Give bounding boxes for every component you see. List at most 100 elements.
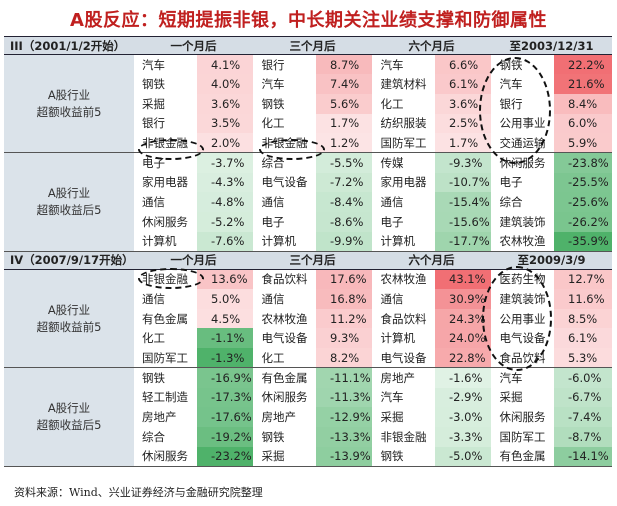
excess-return-value: -13.9%	[316, 446, 372, 467]
excess-return-value: -17.3%	[197, 387, 253, 408]
industry-name: 公用事业	[490, 308, 554, 329]
industry-name: 休闲服务	[134, 446, 197, 467]
industry-name: 建筑装饰	[490, 289, 554, 309]
industry-name: 化工	[371, 93, 435, 114]
excess-return-value: 16.8%	[316, 289, 372, 309]
excess-return-value: -8.7%	[554, 426, 613, 447]
table-row: 家用电器 -4.3% 电气设备 -7.2% 家用电器 -10.7% 电子 -25.5%	[4, 172, 613, 193]
industry-name: 钢铁	[252, 93, 316, 114]
industry-name: 非银金融	[142, 272, 188, 287]
industry-name: 综合	[252, 152, 316, 173]
excess-return-value: -25.6%	[554, 192, 613, 212]
industry-name: 国防军工	[490, 426, 554, 447]
industry-name: 采掘	[252, 446, 316, 467]
industry-name: 食品饮料	[490, 348, 554, 369]
excess-return-value: -3.7%	[197, 152, 253, 173]
excess-return-value: -11.3%	[316, 387, 372, 408]
industry-name: 纺织服装	[371, 113, 435, 134]
table-row: 通信 -4.8% 通信 -8.4% 通信 -15.4% 综合 -25.6%	[4, 192, 613, 212]
excess-return-value: 2.0%	[197, 133, 253, 154]
industry-name: 轻工制造	[142, 390, 188, 405]
excess-return-value: -17.7%	[435, 231, 491, 252]
excess-return-value: 11.2%	[316, 308, 372, 329]
excess-return-value: -8.6%	[316, 212, 372, 232]
industry-name: 通信	[142, 291, 165, 306]
industry-name: 电子	[490, 172, 554, 193]
industry-name: 交通运输	[490, 133, 554, 154]
excess-return-value: -10.7%	[435, 172, 491, 193]
industry-name: 休闲服务	[252, 387, 316, 408]
industry-name: 电子	[371, 212, 435, 232]
period-header: 一个月后	[134, 250, 253, 270]
excess-return-value: 4.0%	[197, 74, 253, 94]
excess-return-value: -3.0%	[435, 407, 491, 427]
industry-name: 汽车	[490, 367, 554, 388]
excess-return-value: -5.2%	[197, 212, 253, 232]
excess-return-value: 8.4%	[554, 93, 613, 114]
excess-return-value: -25.5%	[554, 172, 613, 193]
industry-name: 综合	[490, 192, 554, 212]
excess-return-value: 2.5%	[435, 113, 491, 134]
excess-return-value: -5.5%	[316, 152, 372, 173]
excess-return-value: -1.1%	[197, 328, 253, 349]
industry-name: 电子	[142, 156, 165, 171]
excess-return-value: 7.4%	[316, 74, 372, 94]
industry-name: 电子	[252, 212, 316, 232]
industry-name: 汽车	[371, 54, 435, 75]
excess-return-value: -15.6%	[435, 212, 491, 232]
industry-name: 计算机	[134, 231, 197, 252]
table-row: 化工 -1.1% 电气设备 9.3% 计算机 24.0% 电气设备 6.1%	[4, 328, 613, 349]
industry-name: 计算机	[371, 328, 435, 349]
excess-return-value: -9.9%	[316, 231, 372, 252]
excess-return-value: 1.7%	[435, 133, 491, 154]
industry-name: 采掘	[142, 96, 165, 111]
industry-name: 休闲服务	[490, 152, 554, 173]
industry-name: 通信	[142, 195, 165, 210]
excess-return-value: -13.3%	[316, 426, 372, 447]
industry-name: 汽车	[490, 74, 554, 94]
industry-name: 化工	[252, 348, 316, 369]
excess-return-value: 1.2%	[316, 133, 372, 154]
excess-return-value: -1.3%	[197, 348, 253, 369]
industry-name: 银行	[490, 93, 554, 114]
table-row: 房地产 -17.6% 房地产 -12.9% 采掘 -3.0% 休闲服务 -7.4%	[4, 407, 613, 427]
industry-name: 电气设备	[490, 328, 554, 349]
excess-return-value: 22.2%	[554, 54, 613, 75]
source-note: 资料来源：Wind、兴业证券经济与金融研究院整理	[14, 486, 263, 499]
excess-return-value: 30.9%	[435, 289, 491, 309]
group-label: A股行业 超额收益前5	[4, 269, 134, 369]
table-row: A股行业 超额收益前5 汽车 4.1% 银行 8.7% 汽车 6.6% 钢铁 22.2%	[4, 54, 613, 154]
excess-return-value: 43.1%	[435, 269, 491, 290]
industry-name: 建筑材料	[371, 74, 435, 94]
industry-name: 有色金属	[490, 446, 554, 467]
industry-name: 通信	[371, 192, 435, 212]
industry-name: 化工	[252, 113, 316, 134]
table-row: 银行 3.5% 化工 1.7% 纺织服装 2.5% 公用事业 6.0%	[4, 113, 613, 134]
excess-return-value: -12.9%	[316, 407, 372, 427]
industry-name: 采掘	[490, 387, 554, 408]
excess-return-value: 24.0%	[435, 328, 491, 349]
table-row: 休闲服务 -23.2% 采掘 -13.9% 钢铁 -5.0% 有色金属 -14.1%	[4, 446, 613, 467]
excess-return-value: 8.7%	[316, 54, 372, 75]
excess-return-value: -6.7%	[554, 387, 613, 408]
industry-name: 国防军工	[134, 348, 197, 369]
industry-name: 食品饮料	[371, 308, 435, 329]
excess-return-value: -2.9%	[435, 387, 491, 408]
table-row: 非银金融 2.0% 非银金融 1.2% 国防军工 1.7% 交通运输 5.9%	[4, 133, 613, 154]
industry-name: 电气设备	[252, 328, 316, 349]
excess-return-value: 13.6%	[197, 269, 253, 290]
industry-name: 休闲服务	[490, 407, 554, 427]
excess-return-value: -14.1%	[554, 446, 613, 467]
industry-name: 建筑装饰	[490, 212, 554, 232]
industry-name: 钢铁	[371, 446, 435, 467]
industry-name: 非银金融	[371, 426, 435, 447]
excess-return-value: -5.0%	[435, 446, 491, 467]
section-header-row: IV（2007/9/17开始） 一个月后 三个月后 六个月后 至2009/3/9	[4, 250, 613, 270]
industry-name: 钢铁	[142, 77, 165, 92]
excess-return-value: 5.9%	[554, 133, 613, 154]
excess-return-value: -7.6%	[197, 231, 253, 252]
excess-return-value: -23.2%	[197, 446, 253, 467]
industry-name: 食品饮料	[252, 269, 316, 290]
excess-return-value: 6.0%	[554, 113, 613, 134]
industry-name: 公用事业	[490, 113, 554, 134]
